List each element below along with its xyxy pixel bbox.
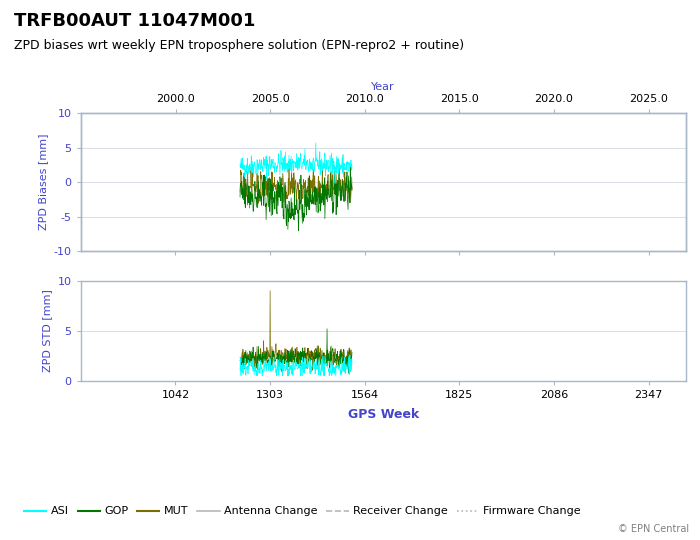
Legend: ASI, GOP, MUT, Antenna Change, Receiver Change, Firmware Change: ASI, GOP, MUT, Antenna Change, Receiver … xyxy=(20,502,585,521)
Y-axis label: ZPD STD [mm]: ZPD STD [mm] xyxy=(42,289,52,372)
Text: © EPN Central: © EPN Central xyxy=(618,523,690,534)
X-axis label: Year: Year xyxy=(372,82,395,92)
Text: ZPD biases wrt weekly EPN troposphere solution (EPN-repro2 + routine): ZPD biases wrt weekly EPN troposphere so… xyxy=(14,39,464,52)
X-axis label: GPS Week: GPS Week xyxy=(348,408,419,421)
Text: TRFB00AUT 11047M001: TRFB00AUT 11047M001 xyxy=(14,12,255,30)
Y-axis label: ZPD Biases [mm]: ZPD Biases [mm] xyxy=(38,134,48,231)
